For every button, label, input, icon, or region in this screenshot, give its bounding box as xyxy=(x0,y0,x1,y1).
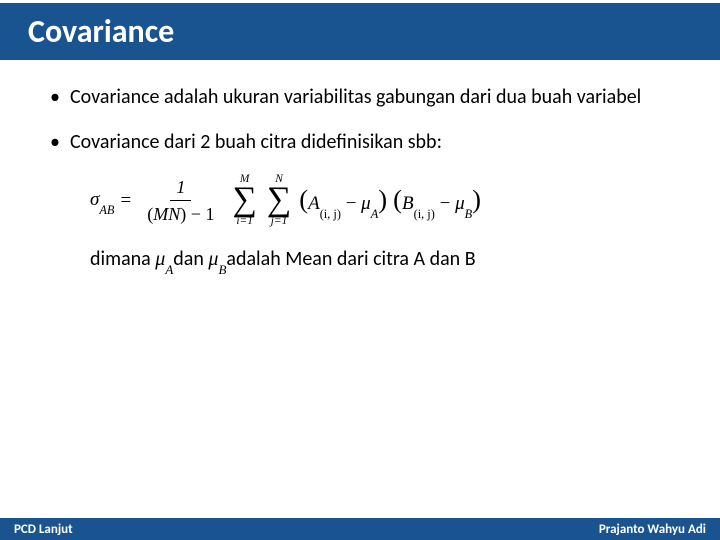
sum-outer: M ∑ i=1 xyxy=(232,174,256,228)
bullet-text: Covariance adalah ukuran variabilitas ga… xyxy=(70,84,670,111)
footer-bar: PCD Lanjut Prajanto Wahyu Adi xyxy=(0,516,720,540)
footer-left: PCD Lanjut xyxy=(14,522,73,537)
bullet-item: • Covariance dari 2 buah citra didefinis… xyxy=(50,129,670,156)
term-A: (A(i, j) − μA) xyxy=(299,183,387,219)
formula-block: σAB = 1 (MN) − 1 M ∑ i=1 N ∑ j=1 (A(i, j… xyxy=(90,174,670,228)
slide: Covariance • Covariance adalah ukuran va… xyxy=(0,0,720,540)
denominator: (MN) − 1 xyxy=(141,201,220,226)
sigma: σAB xyxy=(90,187,114,214)
footer-right: Prajanto Wahyu Adi xyxy=(599,522,706,537)
bullet-text: Covariance dari 2 buah citra didefinisik… xyxy=(70,129,670,156)
fraction: 1 (MN) − 1 xyxy=(141,175,220,227)
sum-inner: N ∑ j=1 xyxy=(267,174,291,228)
equals: = xyxy=(120,188,131,214)
term-B: (B(i, j) − μB) xyxy=(393,183,481,219)
bullet-dot: • xyxy=(50,84,70,111)
slide-title: Covariance xyxy=(28,12,174,51)
content-area: • Covariance adalah ukuran variabilitas … xyxy=(0,60,720,516)
bullet-item: • Covariance adalah ukuran variabilitas … xyxy=(50,84,670,111)
bullet-dot: • xyxy=(50,129,70,156)
title-bar: Covariance xyxy=(0,0,720,60)
numerator: 1 xyxy=(170,175,191,201)
covariance-formula: σAB = 1 (MN) − 1 M ∑ i=1 N ∑ j=1 (A(i, j… xyxy=(90,174,670,228)
where-clause: dimana μAdan μBadalah Mean dari citra A … xyxy=(90,246,670,275)
